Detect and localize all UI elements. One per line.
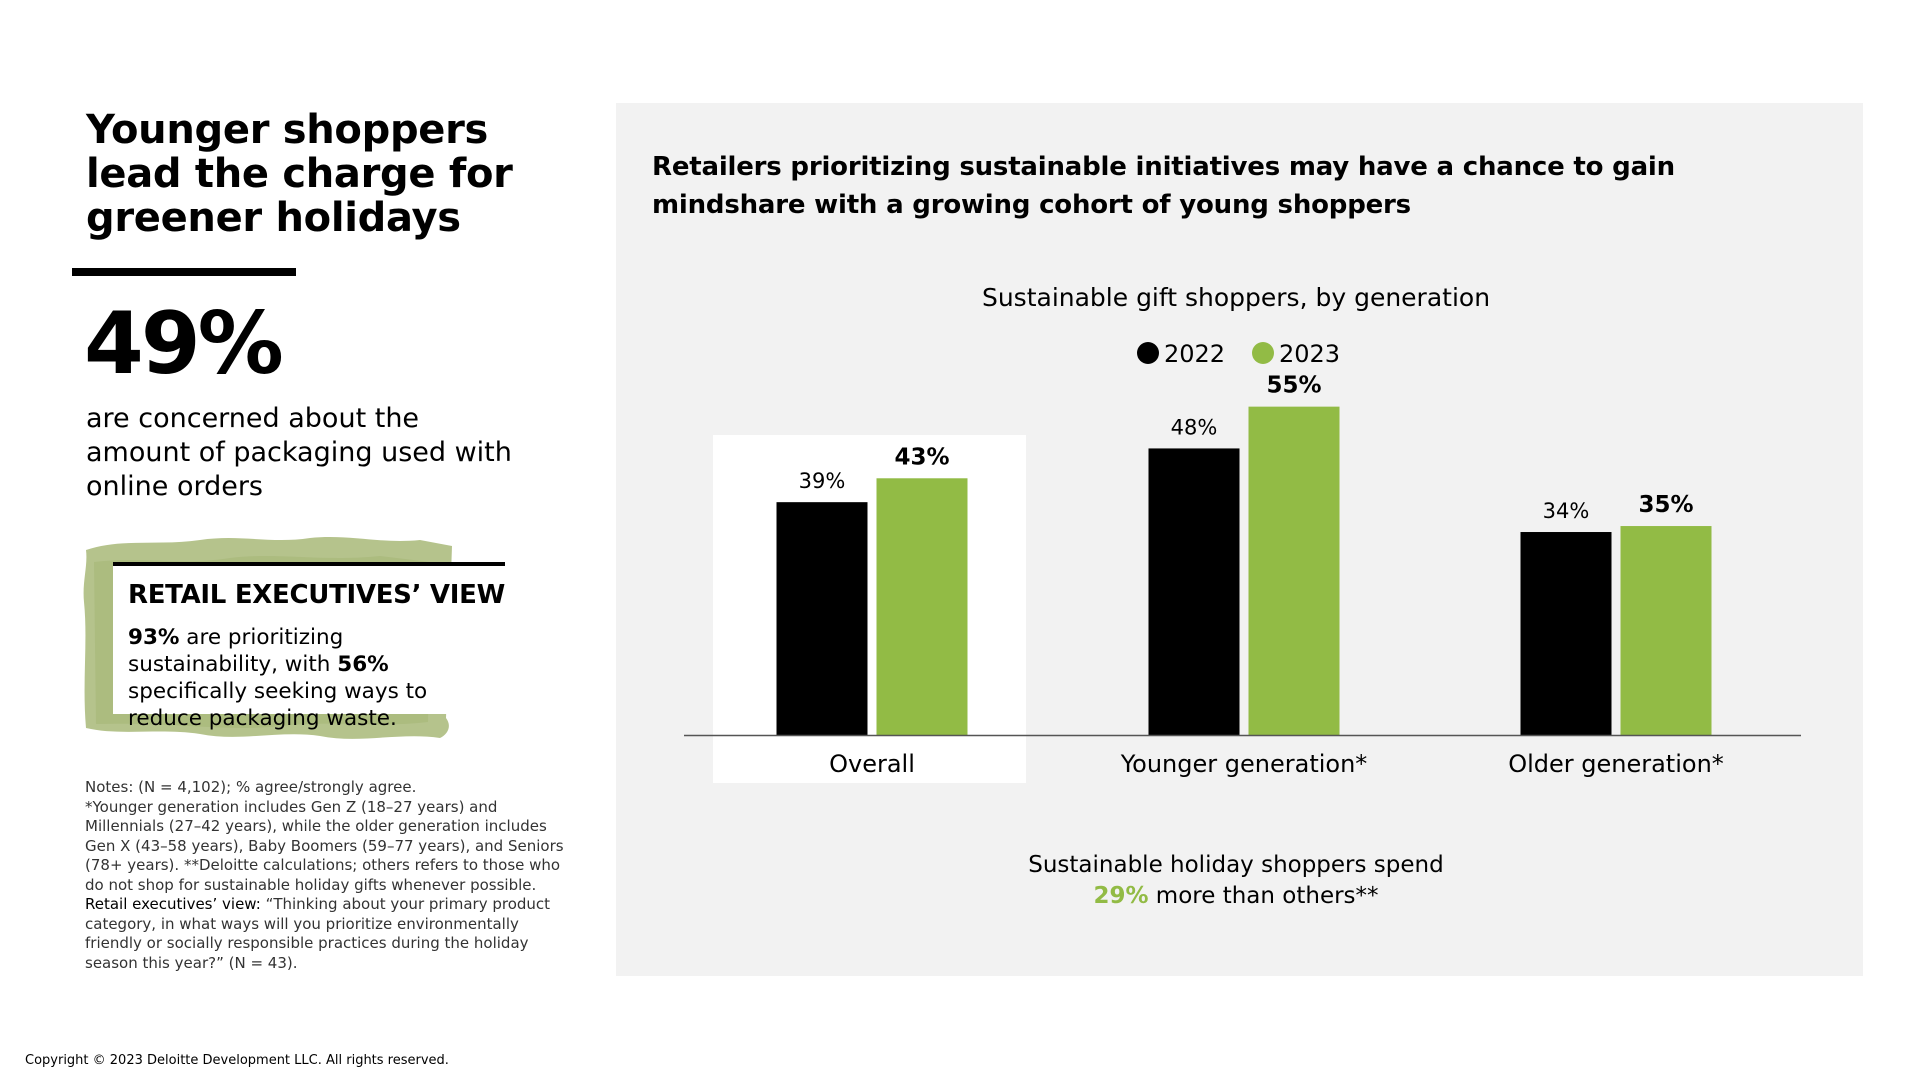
exec-text-2: specifically seeking ways to reduce pack… (128, 679, 428, 731)
copyright: Copyright © 2023 Deloitte Development LL… (25, 1053, 449, 1068)
data-label-2023-1: 55% (1266, 373, 1321, 399)
data-label-2022-0: 39% (799, 469, 846, 493)
spend-note: Sustainable holiday shoppers spend 29% m… (966, 850, 1506, 912)
exec-view-title: RETAIL EXECUTIVES’ VIEW (128, 580, 505, 610)
category-label-2: Older generation* (1508, 750, 1724, 778)
exec-card: RETAIL EXECUTIVES’ VIEW 93% are prioriti… (113, 562, 505, 731)
stat-description: are concerned about the amount of packag… (86, 403, 512, 502)
bar-2023-0 (876, 478, 968, 735)
exec-stat-56: 56% (337, 652, 389, 677)
headline: Younger shoppers lead the charge for gre… (86, 107, 513, 241)
exec-stat-93: 93% (128, 625, 180, 650)
notes-line-1: Notes: (N = 4,102); % agree/strongly agr… (85, 778, 417, 796)
notes-line-2: *Younger generation includes Gen Z (18–2… (85, 797, 564, 894)
retail-executives-view-box: RETAIL EXECUTIVES’ VIEW 93% are prioriti… (80, 532, 516, 746)
legend-marker-2023 (1252, 342, 1274, 364)
exec-text-1: are prioritizing sustainability, with (128, 625, 344, 677)
panel-heading: Retailers prioritizing sustainable initi… (652, 152, 1675, 220)
legend-marker-2022 (1137, 342, 1159, 364)
data-label-2022-1: 48% (1171, 415, 1218, 439)
bar-2023-2 (1620, 526, 1712, 735)
data-label-2022-2: 34% (1543, 499, 1590, 523)
bar-2022-1 (1148, 448, 1240, 735)
data-label-2023-2: 35% (1638, 492, 1693, 518)
category-label-1: Younger generation* (1120, 750, 1368, 778)
bar-2022-2 (1520, 532, 1612, 735)
exec-view-text: 93% are prioritizing sustainability, wit… (128, 624, 498, 732)
spend-note-rest: more than others** (1148, 883, 1379, 909)
headline-rule (72, 268, 296, 276)
chart-title: Sustainable gift shoppers, by generation (982, 283, 1490, 312)
spend-note-line1: Sustainable holiday shoppers spend (1028, 852, 1444, 878)
notes-exec-label: Retail executives’ view: (85, 895, 261, 913)
legend-label-2023: 2023 (1279, 340, 1340, 368)
highlight-box-overall (713, 435, 1026, 783)
data-label-2023-0: 43% (894, 444, 949, 470)
category-label-0: Overall (829, 750, 915, 778)
bar-2022-0 (776, 502, 868, 735)
big-stat: 49% (84, 294, 284, 394)
notes: Notes: (N = 4,102); % agree/strongly agr… (85, 778, 565, 973)
legend-label-2022: 2022 (1164, 340, 1225, 368)
spend-pct: 29% (1093, 883, 1149, 909)
bar-chart: Sustainable gift shoppers, by generation… (684, 283, 1801, 783)
notes-exec-text: “Thinking about your primary product cat… (85, 895, 551, 972)
bar-2023-1 (1248, 406, 1340, 735)
